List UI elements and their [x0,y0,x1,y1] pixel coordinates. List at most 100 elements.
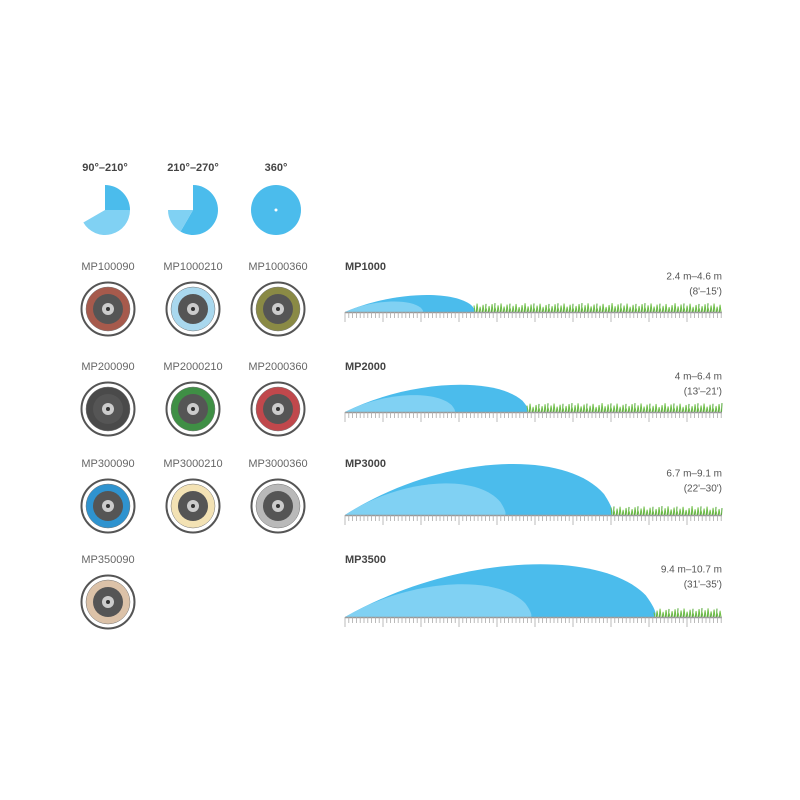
grass [676,510,679,516]
grass [695,610,698,618]
grass [662,611,665,618]
nozzle-hole [106,600,110,604]
grass [548,307,551,313]
grass [526,405,529,413]
grass [620,307,623,313]
grass [550,405,553,413]
nozzle-hole [276,307,280,311]
grass [677,306,680,313]
range-imperial: (13'–21') [684,387,722,398]
grass [668,612,671,618]
grass [679,508,682,516]
grass [670,509,673,516]
grass [719,304,722,313]
grass [574,405,577,413]
grass [641,304,644,313]
nozzle-hole [191,504,195,508]
grass [578,303,581,313]
grass [719,610,722,618]
grass [718,508,721,516]
grass [628,506,630,516]
grass [592,403,595,413]
grass [685,404,688,413]
nozzle-label: MP1000210 [163,261,222,273]
spray [345,584,532,617]
grass [646,509,649,516]
grass [589,405,592,413]
grass [638,305,641,313]
grass [629,306,632,313]
grass [503,306,506,313]
grass [524,303,527,313]
grass [640,508,643,516]
grass [476,303,479,313]
grass [527,306,530,313]
grass [673,407,676,413]
grass [506,304,509,313]
grass [590,306,593,313]
grass [535,404,538,413]
grass [689,609,692,618]
grass [643,406,646,413]
grass [713,303,716,313]
grass [616,508,619,516]
grass [649,507,652,516]
grass [634,407,637,413]
grass [635,303,637,313]
grass [614,306,617,313]
model-title: MP1000 [345,261,386,273]
range-imperial: (8'–15') [689,287,722,298]
nozzle-label: MP2000210 [163,361,222,373]
grass [653,306,656,313]
grass [668,306,671,313]
range-imperial: (22'–30') [684,484,722,495]
nozzle-label: MP2000360 [248,361,307,373]
grass [700,405,703,413]
grass [634,507,637,516]
grass [565,405,568,413]
grass [596,307,599,313]
grass [652,405,655,413]
nozzle-hole [276,407,280,411]
grass [692,306,695,313]
grass [694,509,697,516]
grass [710,611,713,618]
grass [637,510,640,516]
nozzle-hole [106,307,110,311]
grass [703,508,706,516]
grass [682,506,685,516]
grass [568,403,571,413]
grass [674,609,677,618]
range-metric: 4 m–6.4 m [675,372,722,383]
grass [473,305,476,313]
grass [575,305,578,313]
grass [577,403,580,413]
grass [497,305,500,313]
grass [619,506,622,516]
grass [635,307,638,313]
arc-wedge [105,185,130,210]
range-metric: 9.4 m–10.7 m [661,565,722,576]
grass [715,506,717,516]
grass [548,303,550,313]
grass [706,506,709,516]
grass [509,307,512,313]
grass [647,305,650,313]
grass [679,403,682,413]
nozzle-label: MP3000360 [248,458,307,470]
grass [652,510,655,516]
grass [676,405,679,413]
grass [521,305,524,313]
grass [605,306,608,313]
grass [709,509,712,516]
grass [536,305,539,313]
grass [670,404,673,413]
grass [538,403,540,413]
grass [602,303,605,313]
grass [721,403,723,413]
grass [529,403,532,413]
grass [595,406,598,413]
grass [697,407,700,413]
arc-center [274,208,278,212]
grass [712,407,715,413]
